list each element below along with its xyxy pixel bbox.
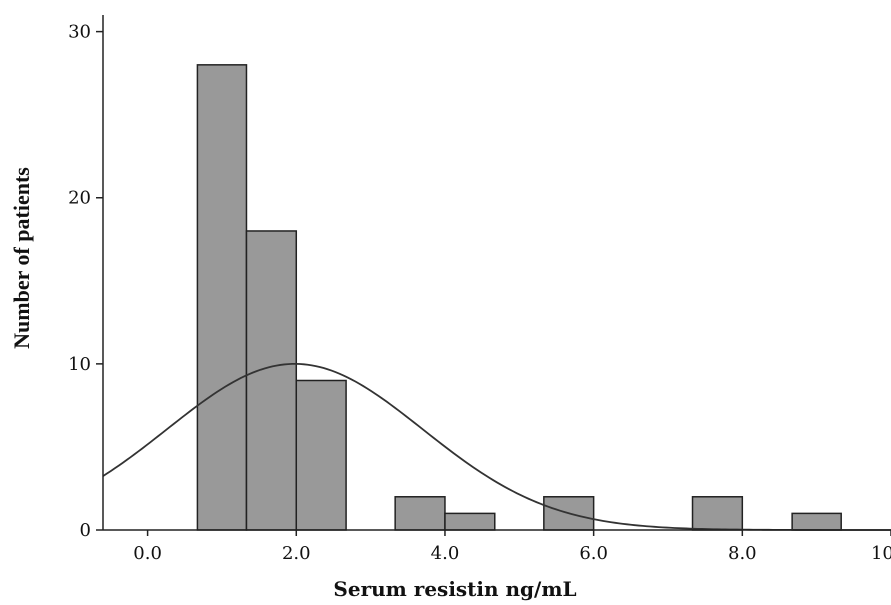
histogram-bar xyxy=(791,512,842,531)
y-tick-label: 10 xyxy=(68,354,91,375)
x-tick-label: 0.0 xyxy=(133,543,162,564)
histogram-bar xyxy=(444,512,496,531)
y-tick-label: 20 xyxy=(68,188,91,209)
y-tick-label: 30 xyxy=(68,22,91,43)
y-axis-title: Number of patients xyxy=(9,167,34,349)
y-tick-label: 0 xyxy=(80,520,91,541)
histogram-bar xyxy=(295,379,347,531)
x-tick-label: 8.0 xyxy=(728,543,757,564)
x-tick-label: 6.0 xyxy=(579,543,608,564)
histogram-bar xyxy=(245,230,298,531)
histogram-bar xyxy=(196,64,248,531)
x-axis-title: Serum resistin ng/mL xyxy=(333,577,576,601)
plot-area: 0.0 2.0 4.0 6.0 8.0 10.0 0 10 20 30 xyxy=(68,15,891,564)
x-tick-label: 10.0 xyxy=(871,543,891,564)
histogram-bar xyxy=(394,496,446,531)
x-tick-label: 2.0 xyxy=(282,543,311,564)
histogram-bar xyxy=(691,496,744,531)
x-tick-label: 4.0 xyxy=(431,543,460,564)
